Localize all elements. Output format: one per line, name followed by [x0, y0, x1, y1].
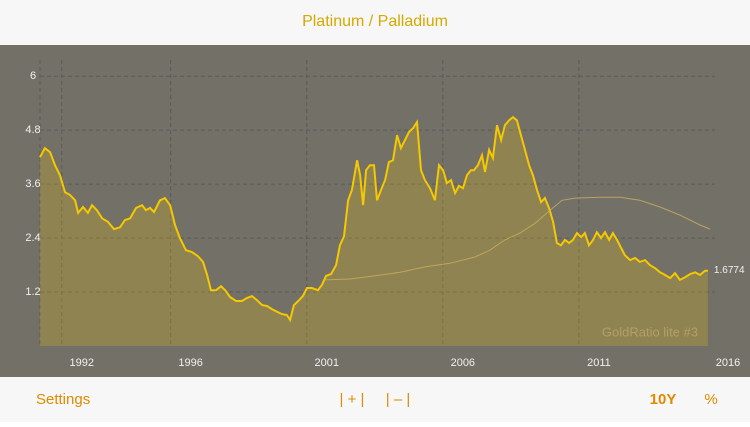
watermark: GoldRatio lite #3 — [602, 324, 698, 339]
mode-button[interactable]: % — [704, 391, 717, 408]
x-tick-label: 1996 — [178, 357, 202, 369]
last-value-label: 1.6774 — [714, 265, 745, 276]
x-tick-label: 2016 — [716, 357, 740, 369]
y-tick-label: 3.6 — [25, 178, 40, 190]
average-line — [324, 196, 711, 281]
x-tick-label: 2006 — [451, 357, 475, 369]
settings-button[interactable]: Settings — [36, 391, 90, 408]
y-tick-label: 6 — [30, 70, 36, 82]
y-tick-label: 1.2 — [25, 286, 40, 298]
chart-background — [0, 45, 750, 377]
toolbar — [0, 377, 750, 422]
zoom-out-button[interactable]: | – | — [386, 391, 410, 408]
x-tick-label: 2011 — [587, 357, 611, 369]
area — [40, 117, 708, 346]
x-tick-label: 2001 — [314, 357, 338, 369]
x-tick-label: 1992 — [70, 357, 94, 369]
price-line — [39, 115, 708, 323]
header-bar — [0, 0, 750, 45]
y-tick-label: 2.4 — [25, 232, 40, 244]
header-title: Platinum / Palladium — [302, 13, 448, 30]
range-button[interactable]: 10Y — [650, 391, 677, 408]
y-tick-label: 4.8 — [25, 124, 40, 136]
zoom-in-button[interactable]: | + | — [340, 391, 365, 408]
